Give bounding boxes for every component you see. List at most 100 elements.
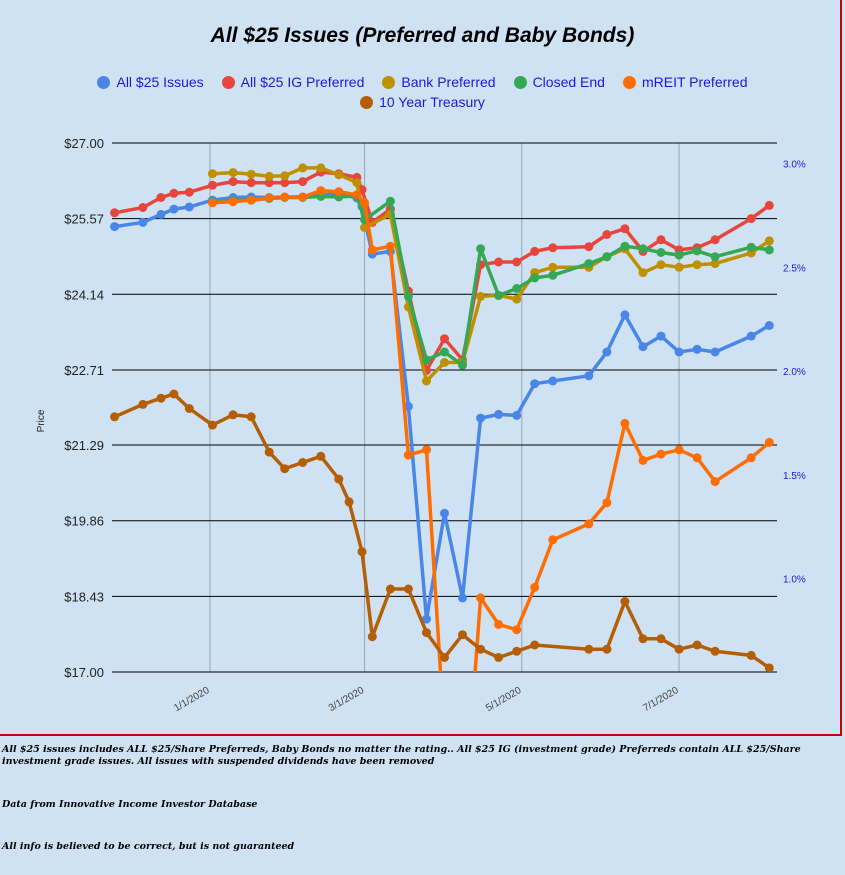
data-point-all-25-issues (692, 344, 702, 354)
data-point-10-year-treasury (280, 464, 290, 474)
data-point-all-25-issues (184, 202, 194, 212)
y-tick-label: $19.86 (64, 514, 104, 529)
data-point-10-year-treasury (334, 474, 344, 484)
data-point-bank-preferred (440, 358, 449, 367)
data-point-10-year-treasury (316, 451, 326, 461)
x-tick-label: 1/1/2020 (172, 685, 212, 714)
series-10-year-treasury (110, 389, 774, 672)
data-point-mreit-preferred (440, 731, 449, 736)
legend-item-mreit-preferred: mREIT Preferred (622, 72, 748, 92)
legend-swatch (622, 76, 636, 89)
footnote-data-source: Data from Innovative Income Investor Dat… (2, 799, 258, 810)
data-point-10-year-treasury (357, 547, 367, 557)
data-point-10-year-treasury (584, 644, 594, 654)
data-point-mreit-preferred (367, 245, 377, 255)
data-point-bank-preferred (280, 171, 290, 181)
data-point-closed-end (674, 250, 684, 260)
data-point-all-25-issues (138, 217, 148, 227)
data-point-all-25-ig-preferred (228, 177, 238, 187)
data-point-mreit-preferred (334, 187, 344, 197)
data-point-10-year-treasury (264, 447, 274, 457)
data-point-all-25-ig-preferred (208, 180, 217, 190)
data-point-mreit-preferred (638, 455, 648, 465)
data-point-all-25-issues (156, 209, 166, 219)
data-point-10-year-treasury (710, 646, 720, 656)
data-point-all-25-issues (710, 347, 720, 357)
data-point-10-year-treasury (385, 584, 395, 594)
data-point-all-25-issues (548, 376, 558, 386)
data-point-closed-end (764, 245, 774, 255)
data-point-all-25-issues (602, 347, 612, 357)
data-point-bank-preferred (422, 376, 431, 386)
data-point-mreit-preferred (656, 449, 666, 459)
data-point-10-year-treasury (110, 412, 120, 422)
legend-swatch (221, 76, 235, 89)
data-point-bank-preferred (298, 163, 308, 173)
data-point-10-year-treasury (422, 628, 431, 638)
data-point-mreit-preferred (674, 445, 684, 455)
data-point-all-25-ig-preferred (169, 188, 179, 198)
data-point-closed-end (692, 246, 702, 256)
y2-tick-label: 2.5% (783, 263, 806, 274)
data-point-mreit-preferred (692, 453, 702, 463)
data-point-bank-preferred (208, 169, 217, 179)
data-point-mreit-preferred (548, 535, 558, 545)
data-point-10-year-treasury (246, 412, 256, 422)
data-point-all-25-ig-preferred (620, 224, 630, 234)
data-point-bank-preferred (764, 236, 774, 246)
data-point-all-25-ig-preferred (656, 235, 666, 245)
data-point-10-year-treasury (638, 634, 648, 644)
data-point-mreit-preferred (264, 193, 274, 203)
legend-item-10-year-treasury: 10 Year Treasury (360, 92, 485, 112)
y-axis-label: Price (36, 409, 47, 432)
data-point-all-25-ig-preferred (764, 200, 774, 210)
data-point-mreit-preferred (602, 498, 612, 508)
data-point-mreit-preferred (316, 186, 326, 196)
data-point-10-year-treasury (440, 653, 449, 662)
data-point-closed-end (620, 241, 630, 251)
x-tick-label: 7/1/2020 (641, 685, 681, 714)
data-point-closed-end (602, 252, 612, 262)
legend-item-closed-end: Closed End (513, 72, 605, 92)
legend-swatch (360, 96, 374, 109)
data-point-mreit-preferred (385, 241, 395, 251)
series-closed-end (208, 191, 774, 370)
data-point-all-25-issues (169, 204, 179, 214)
data-point-all-25-ig-preferred (746, 214, 756, 224)
data-point-all-25-ig-preferred (110, 208, 120, 218)
data-point-10-year-treasury (602, 644, 612, 654)
data-point-all-25-issues (746, 331, 756, 341)
chart-legend: All $25 Issues All $25 IG Preferred Bank P… (60, 72, 785, 112)
data-point-all-25-issues (620, 310, 630, 320)
data-point-all-25-ig-preferred (246, 178, 256, 188)
data-point-all-25-ig-preferred (530, 246, 540, 256)
data-point-10-year-treasury (298, 458, 308, 467)
data-point-all-25-issues (440, 508, 449, 518)
data-point-10-year-treasury (184, 404, 194, 413)
data-point-mreit-preferred (746, 453, 756, 463)
data-point-mreit-preferred (476, 593, 486, 603)
data-point-all-25-issues (476, 413, 486, 423)
data-point-all-25-issues (494, 409, 504, 419)
legend-label: All $25 Issues (116, 74, 204, 90)
data-point-closed-end (422, 355, 431, 365)
data-point-closed-end (494, 290, 504, 300)
data-point-all-25-ig-preferred (440, 334, 449, 344)
data-point-10-year-treasury (620, 597, 630, 606)
series-line-closed-end (212, 194, 770, 367)
data-point-mreit-preferred (620, 418, 630, 428)
data-point-10-year-treasury (344, 497, 354, 507)
x-tick-label: 3/1/2020 (327, 685, 367, 714)
legend-swatch (382, 76, 396, 89)
legend-label: 10 Year Treasury (379, 94, 485, 110)
data-point-bank-preferred (264, 171, 274, 181)
data-point-10-year-treasury (458, 630, 467, 640)
legend-swatch (97, 76, 111, 89)
data-point-closed-end (476, 244, 486, 254)
data-point-10-year-treasury (656, 634, 666, 644)
data-point-all-25-ig-preferred (138, 203, 148, 212)
data-point-bank-preferred (476, 291, 486, 301)
data-point-closed-end (548, 270, 558, 280)
data-point-mreit-preferred (764, 437, 774, 447)
data-point-closed-end (458, 360, 467, 370)
